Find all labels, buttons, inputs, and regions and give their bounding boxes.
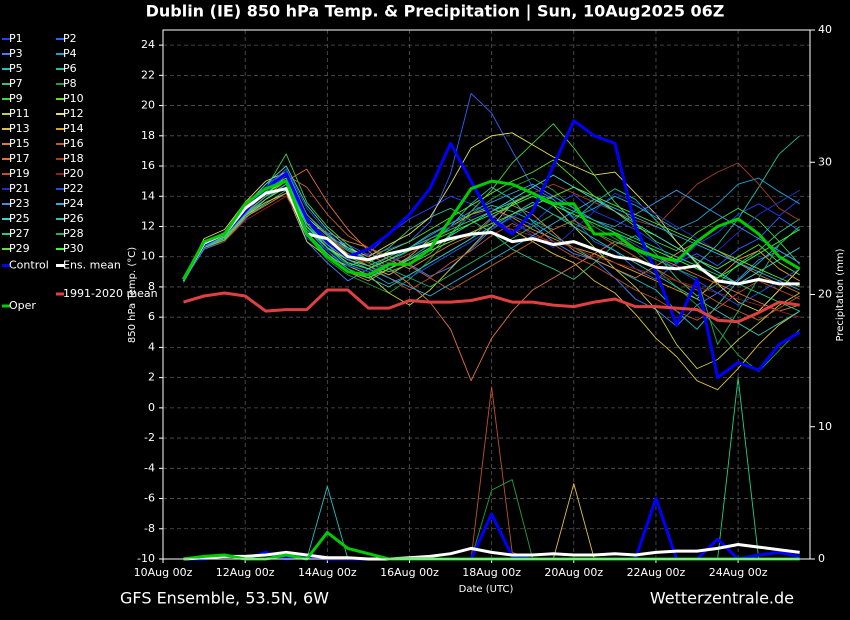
y-tick-label: 10 <box>141 250 155 263</box>
y2-tick-label: 40 <box>818 23 832 36</box>
legend-label: P24 <box>63 197 84 210</box>
y-tick-label: 4 <box>148 340 155 353</box>
y-tick-label: 24 <box>141 38 155 51</box>
legend-label: P22 <box>63 182 84 195</box>
legend-label: P20 <box>63 167 84 180</box>
legend-label: P18 <box>63 152 84 165</box>
legend-label: P25 <box>9 212 30 225</box>
legend-label: P1 <box>9 32 23 45</box>
legend-label: Control <box>9 259 49 272</box>
y-axis-label: 850 hPa Temp. (°C) <box>127 247 138 343</box>
temperature-line <box>182 119 801 380</box>
x-tick-label: 24Aug 00z <box>709 566 768 579</box>
legend-label: P19 <box>9 167 30 180</box>
legend-label: Ens. mean <box>63 259 121 272</box>
x-tick-label: 22Aug 00z <box>627 566 686 579</box>
y-tick-label: 0 <box>148 401 155 414</box>
legend-label: P16 <box>63 137 84 150</box>
legend-label: P3 <box>9 47 23 60</box>
legend-label: P2 <box>63 32 77 45</box>
y2-tick-label: 0 <box>818 552 825 565</box>
footer-source: GFS Ensemble, 53.5N, 6W <box>120 589 329 608</box>
y-tick-label: 8 <box>148 280 155 293</box>
precipitation-line <box>183 543 800 561</box>
y-tick-label: 22 <box>141 68 155 81</box>
temperature-line <box>182 187 800 286</box>
y-tick-label: -2 <box>144 431 155 444</box>
legend-label: P10 <box>63 92 84 105</box>
y-tick-label: 16 <box>141 159 155 172</box>
x-tick-label: 14Aug 00z <box>298 566 357 579</box>
plot-frame <box>162 29 811 560</box>
y-tick-label: 14 <box>141 189 155 202</box>
legend-label: P13 <box>9 122 30 135</box>
y-tick-label: 20 <box>141 99 155 112</box>
legend-label: P28 <box>63 227 84 240</box>
legend-label: 1991-2020 mean <box>63 287 158 300</box>
y-tick-label: 18 <box>141 129 155 142</box>
y-tick-label: 12 <box>141 219 155 232</box>
x-tick-label: 18Aug 00z <box>462 566 521 579</box>
x-tick-label: 16Aug 00z <box>380 566 439 579</box>
y-tick-label: 2 <box>148 371 155 384</box>
x-tick-label: 12Aug 00z <box>216 566 275 579</box>
legend-label: P26 <box>63 212 84 225</box>
y2-tick-label: 20 <box>818 288 832 301</box>
legend-label: P27 <box>9 227 30 240</box>
legend-label: P12 <box>63 107 84 120</box>
legend-label: P14 <box>63 122 84 135</box>
legend-label: P4 <box>63 47 77 60</box>
temperature-line <box>182 179 801 281</box>
temperature-line <box>183 123 801 280</box>
legend-label: P8 <box>63 77 77 90</box>
chart-title: Dublin (IE) 850 hPa Temp. & Precipitatio… <box>146 2 725 22</box>
legend-label: P5 <box>9 62 23 75</box>
y2-axis-label: Precipitation (mm) <box>835 248 846 341</box>
y-tick-label: -10 <box>137 552 155 565</box>
y-tick-label: -8 <box>144 522 155 535</box>
legend-label: P6 <box>63 62 77 75</box>
temperature-line <box>183 288 800 324</box>
legend-label: P29 <box>9 242 30 255</box>
y-tick-label: -6 <box>144 492 155 505</box>
legend-label: P9 <box>9 92 23 105</box>
legend-label: P30 <box>63 242 84 255</box>
y2-tick-label: 30 <box>818 155 832 168</box>
legend-label: P15 <box>9 137 30 150</box>
y-tick-label: -4 <box>144 461 155 474</box>
legend-label: P7 <box>9 77 23 90</box>
legend-label: P17 <box>9 152 30 165</box>
legend-label: P23 <box>9 197 30 210</box>
x-axis-label: Date (UTC) <box>459 584 514 595</box>
legend-label: P21 <box>9 182 30 195</box>
y2-tick-label: 10 <box>818 420 832 433</box>
x-tick-label: 20Aug 00z <box>544 566 603 579</box>
legend-label: P11 <box>9 107 30 120</box>
y-tick-label: 6 <box>148 310 155 323</box>
legend-label: Oper <box>9 299 36 312</box>
x-tick-label: 10Aug 00z <box>134 566 193 579</box>
footer-site: Wetterzentrale.de <box>650 589 794 608</box>
